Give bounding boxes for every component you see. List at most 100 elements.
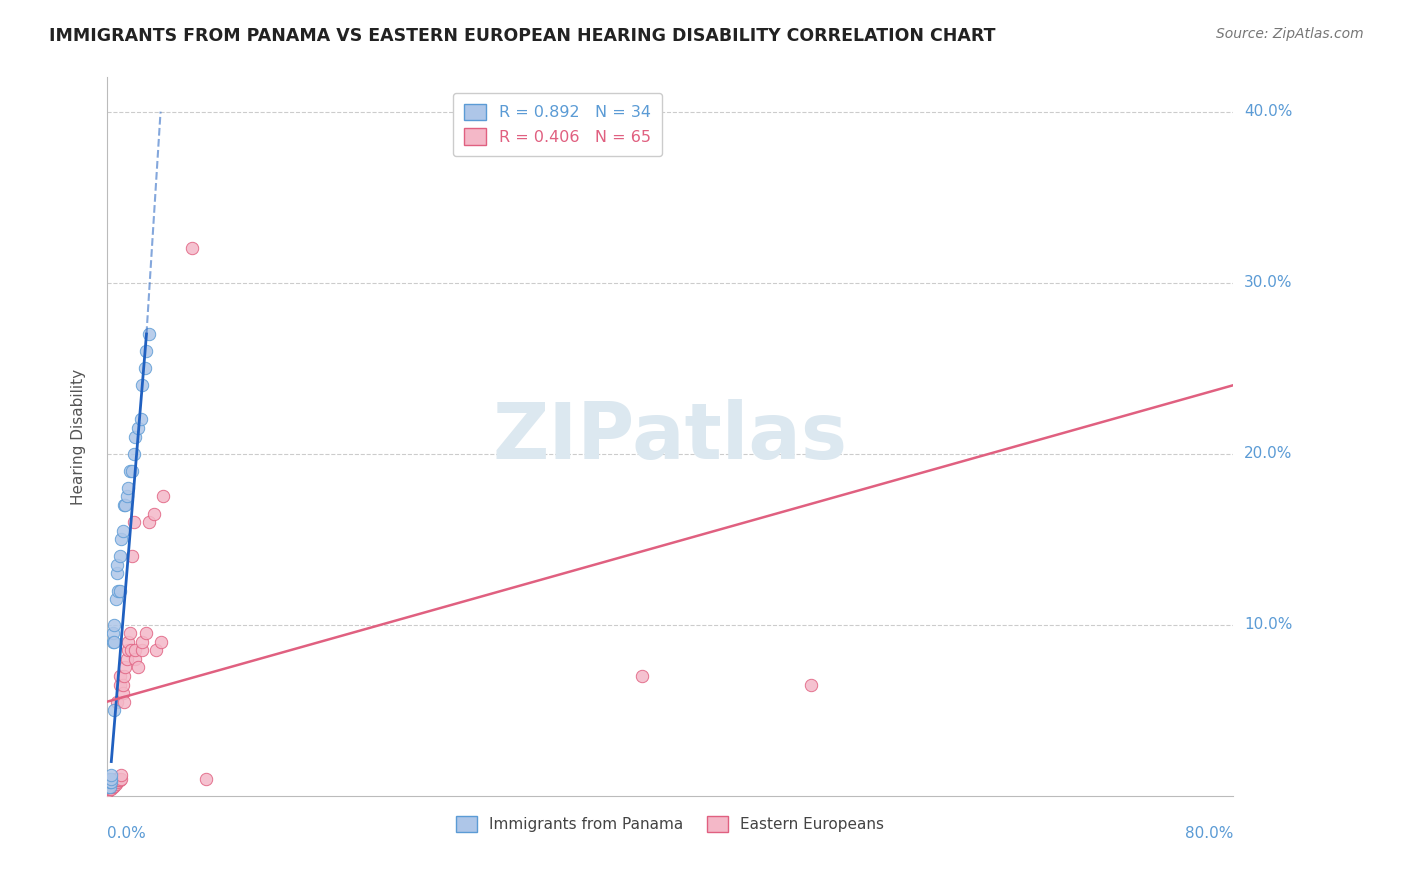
Point xyxy=(98,780,121,795)
Point xyxy=(100,768,122,782)
Point xyxy=(122,447,145,461)
Point xyxy=(134,361,156,376)
Point xyxy=(115,652,138,666)
Point xyxy=(115,490,138,504)
Text: 40.0%: 40.0% xyxy=(1244,104,1292,120)
Point xyxy=(135,344,157,359)
Point xyxy=(131,378,153,392)
Point xyxy=(108,549,131,564)
Point xyxy=(117,643,139,657)
Point xyxy=(118,464,141,478)
Point xyxy=(145,643,167,657)
Point xyxy=(118,626,141,640)
Text: Source: ZipAtlas.com: Source: ZipAtlas.com xyxy=(1216,27,1364,41)
Point xyxy=(105,772,128,786)
Point xyxy=(110,772,132,786)
Text: 0.0%: 0.0% xyxy=(107,826,146,841)
Point xyxy=(100,775,122,789)
Point xyxy=(101,635,124,649)
Y-axis label: Hearing Disability: Hearing Disability xyxy=(72,368,86,505)
Point xyxy=(97,780,120,795)
Point xyxy=(98,781,121,796)
Point xyxy=(100,775,122,789)
Point xyxy=(101,773,124,788)
Point xyxy=(100,777,122,791)
Point xyxy=(101,780,124,795)
Point xyxy=(180,242,202,256)
Point xyxy=(105,773,128,788)
Point xyxy=(124,429,146,443)
Point xyxy=(108,583,131,598)
Point xyxy=(104,773,127,788)
Point xyxy=(105,558,128,572)
Point xyxy=(97,783,120,797)
Point xyxy=(98,779,121,793)
Text: IMMIGRANTS FROM PANAMA VS EASTERN EUROPEAN HEARING DISABILITY CORRELATION CHART: IMMIGRANTS FROM PANAMA VS EASTERN EUROPE… xyxy=(49,27,995,45)
Point xyxy=(131,635,153,649)
Point xyxy=(114,660,136,674)
Point xyxy=(97,780,120,795)
Point xyxy=(117,635,139,649)
Point xyxy=(114,498,136,512)
Point xyxy=(103,635,125,649)
Text: ZIPatlas: ZIPatlas xyxy=(492,399,848,475)
Point xyxy=(98,777,121,791)
Point xyxy=(111,686,134,700)
Point xyxy=(105,566,128,581)
Point xyxy=(138,515,160,529)
Point xyxy=(124,652,146,666)
Point xyxy=(122,515,145,529)
Point xyxy=(112,669,135,683)
Point xyxy=(112,498,135,512)
Point xyxy=(105,775,128,789)
Point xyxy=(100,781,122,796)
Point xyxy=(121,549,143,564)
Point xyxy=(103,779,125,793)
Point xyxy=(129,412,152,426)
Point xyxy=(105,695,128,709)
Point xyxy=(117,481,139,495)
Point xyxy=(100,772,122,786)
Point xyxy=(100,780,122,795)
Point xyxy=(121,464,143,478)
Point xyxy=(103,775,125,789)
Point xyxy=(108,677,131,691)
Legend: Immigrants from Panama, Eastern Europeans: Immigrants from Panama, Eastern European… xyxy=(450,810,890,838)
Point xyxy=(800,677,823,691)
Point xyxy=(101,779,124,793)
Point xyxy=(111,677,134,691)
Point xyxy=(111,524,134,538)
Point xyxy=(98,780,121,795)
Point xyxy=(97,781,120,796)
Point xyxy=(107,772,129,786)
Point xyxy=(135,626,157,640)
Text: 80.0%: 80.0% xyxy=(1185,826,1233,841)
Point xyxy=(104,777,127,791)
Point xyxy=(108,773,131,788)
Point xyxy=(120,643,142,657)
Point xyxy=(194,772,217,786)
Point xyxy=(112,695,135,709)
Text: 10.0%: 10.0% xyxy=(1244,617,1292,632)
Point xyxy=(103,703,125,717)
Point xyxy=(104,772,127,786)
Point xyxy=(98,775,121,789)
Point xyxy=(103,777,125,791)
Point xyxy=(100,773,122,788)
Point xyxy=(124,643,146,657)
Point xyxy=(97,772,120,786)
Point xyxy=(104,592,127,607)
Point xyxy=(149,635,172,649)
Point xyxy=(110,768,132,782)
Point xyxy=(110,533,132,547)
Point xyxy=(138,326,160,341)
Point xyxy=(631,669,654,683)
Text: 20.0%: 20.0% xyxy=(1244,446,1292,461)
Point xyxy=(108,669,131,683)
Point xyxy=(103,617,125,632)
Point xyxy=(142,507,165,521)
Text: 30.0%: 30.0% xyxy=(1244,275,1292,290)
Point xyxy=(127,660,149,674)
Point xyxy=(100,779,122,793)
Point xyxy=(103,773,125,788)
